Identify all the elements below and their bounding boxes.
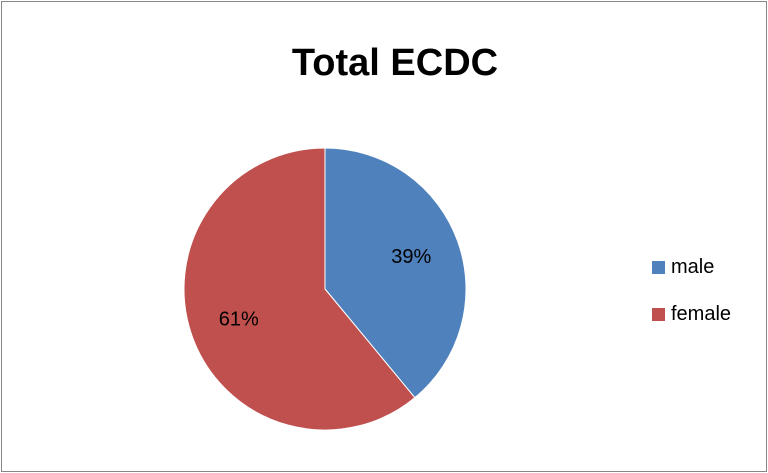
legend-swatch-female xyxy=(652,307,665,321)
pie-slice-female xyxy=(183,147,416,431)
legend-label-female: female xyxy=(671,302,732,325)
data-label-female: 61% xyxy=(219,308,259,330)
data-label-male: 39% xyxy=(391,246,431,268)
legend-item-female: female xyxy=(652,302,731,326)
legend-label-male: male xyxy=(671,255,715,278)
pie-slice-male xyxy=(324,147,467,399)
legend: male female xyxy=(652,255,731,349)
legend-swatch-male xyxy=(652,260,665,274)
legend-item-male: male xyxy=(652,255,731,279)
chart-title: Total ECDC xyxy=(291,42,499,84)
